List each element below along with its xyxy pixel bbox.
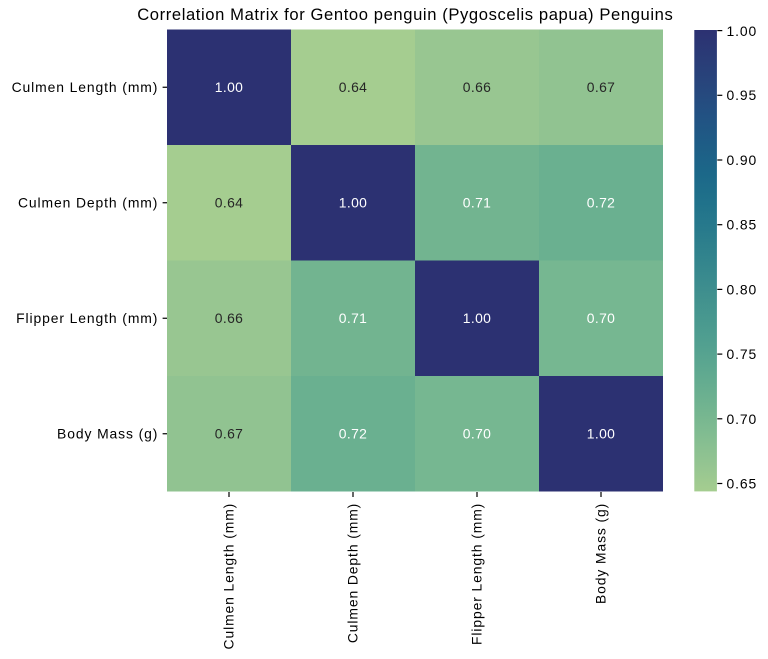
svg-text:Culmen Depth (mm): Culmen Depth (mm): [345, 503, 361, 643]
svg-text:0.70: 0.70: [463, 426, 491, 442]
svg-text:0.72: 0.72: [339, 426, 367, 442]
svg-text:0.70: 0.70: [727, 411, 758, 427]
svg-text:Culmen Length (mm): Culmen Length (mm): [12, 79, 159, 95]
svg-text:0.67: 0.67: [587, 79, 615, 95]
svg-text:0.75: 0.75: [727, 346, 758, 362]
svg-text:0.72: 0.72: [587, 195, 615, 211]
svg-text:0.66: 0.66: [215, 310, 243, 326]
svg-text:0.67: 0.67: [215, 426, 243, 442]
svg-text:1.00: 1.00: [339, 195, 367, 211]
svg-text:Flipper Length (mm): Flipper Length (mm): [469, 503, 485, 645]
svg-text:1.00: 1.00: [215, 79, 243, 95]
svg-text:0.64: 0.64: [339, 79, 367, 95]
svg-text:0.85: 0.85: [727, 217, 758, 233]
svg-text:Flipper Length (mm): Flipper Length (mm): [16, 310, 158, 326]
svg-text:Body Mass (g): Body Mass (g): [593, 503, 609, 604]
svg-text:0.80: 0.80: [727, 282, 758, 298]
svg-text:0.70: 0.70: [587, 310, 615, 326]
svg-text:0.64: 0.64: [215, 195, 243, 211]
svg-text:0.90: 0.90: [727, 152, 758, 168]
svg-text:1.00: 1.00: [587, 426, 615, 442]
svg-text:0.66: 0.66: [463, 79, 491, 95]
svg-text:0.71: 0.71: [339, 310, 367, 326]
svg-text:Culmen Depth (mm): Culmen Depth (mm): [18, 195, 158, 211]
svg-text:Correlation Matrix for Gentoo: Correlation Matrix for Gentoo penguin (P…: [137, 5, 673, 24]
svg-text:1.00: 1.00: [463, 310, 491, 326]
svg-text:0.71: 0.71: [463, 195, 491, 211]
svg-text:0.95: 0.95: [727, 87, 758, 103]
svg-text:Culmen Length (mm): Culmen Length (mm): [221, 503, 237, 650]
svg-text:Body Mass (g): Body Mass (g): [57, 426, 158, 442]
svg-text:1.00: 1.00: [727, 23, 758, 39]
svg-text:0.65: 0.65: [727, 476, 758, 492]
